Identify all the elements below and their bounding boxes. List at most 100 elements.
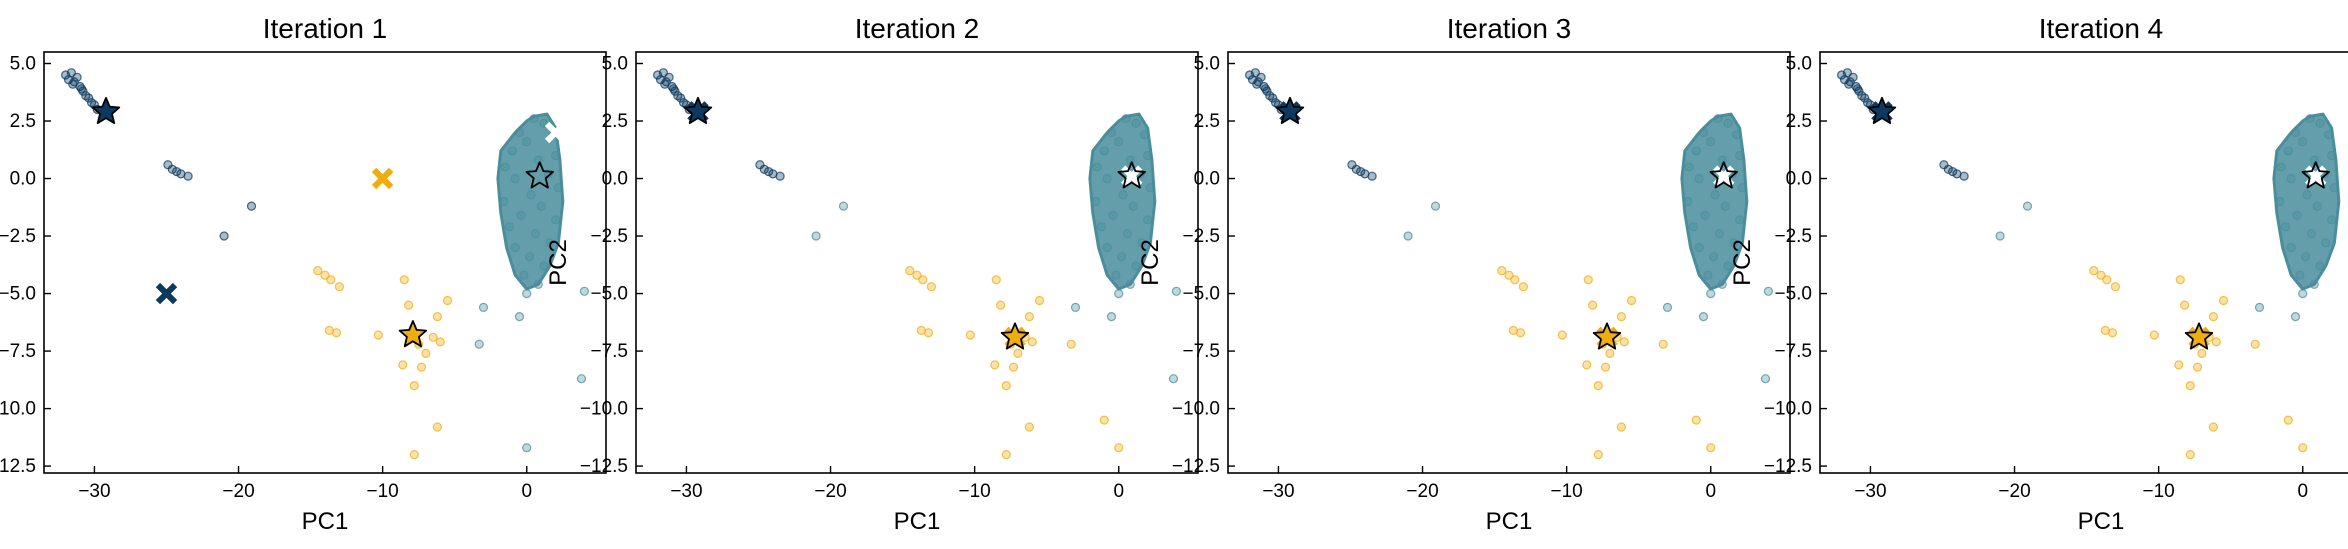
data-point: [404, 300, 414, 310]
data-point: [2301, 252, 2311, 262]
centroid-star-marker: [1000, 322, 1030, 350]
data-point: [2022, 201, 2033, 211]
y-tick-label: −7.5: [1182, 341, 1220, 362]
x-tick-label: −30: [1854, 481, 1886, 502]
data-point: [550, 150, 561, 161]
plot-area: [60, 68, 590, 460]
data-point: [1714, 229, 1725, 239]
x-tick-label: −20: [1998, 481, 2030, 502]
y-tick-label: −7.5: [1774, 341, 1812, 362]
data-point: [478, 302, 489, 312]
data-point: [1684, 162, 1694, 172]
y-tick-label: 5.0: [1786, 54, 1812, 75]
y-tick-label: −12.5: [580, 456, 628, 477]
centroid-star-marker: [91, 96, 121, 124]
data-point: [1593, 450, 1603, 460]
y-tick-label: −10.0: [1172, 399, 1220, 420]
data-point: [1131, 261, 1141, 271]
data-point: [1092, 162, 1102, 172]
data-point: [550, 215, 561, 225]
centroid-star-marker: [683, 96, 713, 124]
y-tick-label: −2.5: [590, 226, 628, 247]
data-point: [579, 286, 590, 296]
plot-area: [1836, 68, 2341, 460]
x-tick-label: 0: [2297, 481, 2308, 502]
data-point: [504, 222, 515, 232]
data-point: [1140, 130, 1150, 140]
data-point: [442, 295, 453, 306]
data-point: [183, 171, 193, 181]
data-point: [399, 275, 409, 285]
data-point: [2211, 337, 2221, 347]
data-point: [1367, 171, 1377, 181]
data-point: [1403, 231, 1413, 241]
data-point: [2096, 270, 2106, 280]
data-point: [1587, 300, 1598, 310]
data-point: [1860, 93, 1870, 103]
data-point: [1118, 190, 1128, 200]
data-point: [428, 332, 438, 342]
data-point: [1683, 196, 1693, 207]
data-point: [1106, 127, 1117, 138]
x-tick-label: −10: [1551, 481, 1583, 502]
data-point: [326, 275, 336, 285]
data-point: [516, 210, 526, 220]
data-point: [1034, 295, 1045, 306]
x-tick-label: 0: [1705, 481, 1716, 502]
data-point: [1128, 201, 1138, 211]
data-point: [2218, 295, 2229, 306]
data-point: [499, 196, 509, 207]
data-point: [1688, 222, 1699, 232]
x-tick-label: 0: [1113, 481, 1124, 502]
data-point: [1137, 238, 1147, 248]
data-point: [1504, 270, 1514, 280]
data-point: [533, 279, 543, 289]
data-point: [1616, 422, 1627, 432]
data-point: [1593, 381, 1603, 391]
y-tick-label: −10.0: [580, 399, 628, 420]
data-point: [2089, 266, 2099, 276]
y-tick-label: −2.5: [1774, 226, 1812, 247]
data-point: [2305, 114, 2315, 124]
x-tick-label: −10: [959, 481, 991, 502]
data-point: [1131, 118, 1141, 128]
x-tick-label: −30: [78, 481, 110, 502]
data-point: [1959, 171, 1969, 181]
x-tick-label: −10: [2143, 481, 2175, 502]
data-point: [1001, 450, 1011, 460]
data-point: [2286, 242, 2296, 253]
data-point: [416, 362, 427, 372]
data-point: [1066, 339, 1076, 349]
y-tick-label: 2.5: [602, 111, 628, 132]
data-point: [668, 84, 679, 94]
data-point: [519, 270, 529, 280]
data-point: [84, 93, 94, 103]
data-point: [1024, 312, 1035, 322]
data-point: [1268, 93, 1278, 103]
data-point: [1260, 84, 1271, 94]
data-point: [539, 261, 549, 271]
data-point: [1734, 215, 1745, 225]
data-point: [2250, 339, 2260, 349]
data-point: [526, 190, 536, 200]
data-point: [1168, 374, 1179, 384]
y-tick-label: 0.0: [1194, 169, 1220, 190]
data-point: [2309, 279, 2319, 289]
data-point: [246, 201, 257, 211]
data-point: [1703, 270, 1713, 280]
data-point: [2298, 443, 2308, 453]
data-point: [1121, 114, 1131, 124]
data-point: [1099, 415, 1109, 425]
data-point: [2321, 238, 2331, 248]
data-point: [2283, 415, 2293, 425]
y-tick-label: −5.0: [1182, 284, 1220, 305]
data-point: [759, 164, 769, 174]
data-point: [398, 360, 408, 370]
data-point: [1732, 130, 1742, 140]
data-point: [905, 266, 915, 276]
centroid-star-marker: [1275, 96, 1305, 124]
panel-title: Iteration 1: [263, 13, 388, 44]
x-axis-label: PC1: [302, 508, 349, 535]
x-tick-label: −20: [222, 481, 254, 502]
centroid-cross-marker: [371, 167, 394, 190]
